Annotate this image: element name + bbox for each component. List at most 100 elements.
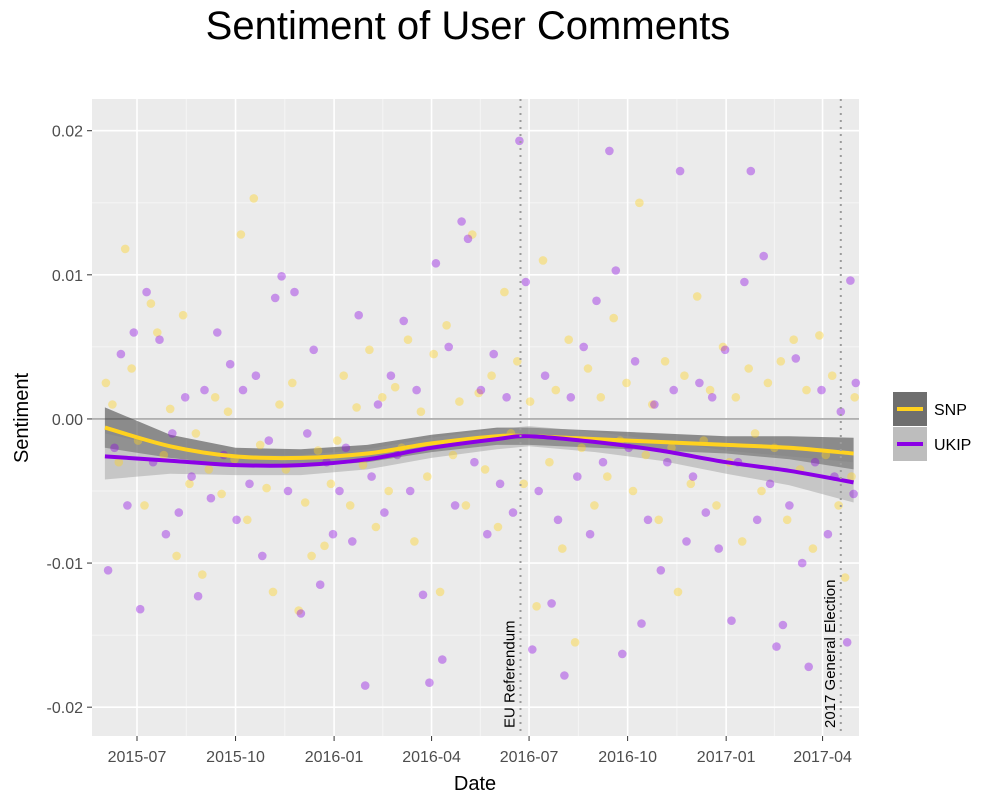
data-point-ukip bbox=[851, 378, 861, 388]
data-point-ukip bbox=[804, 662, 813, 672]
legend-label-ukip: UKIP bbox=[934, 437, 971, 454]
data-point-snp bbox=[500, 287, 509, 297]
data-point-snp bbox=[622, 378, 631, 388]
y-tick-label: -0.02 bbox=[47, 700, 84, 717]
data-point-snp bbox=[423, 472, 432, 481]
data-point-snp bbox=[448, 450, 458, 460]
data-point-snp bbox=[480, 465, 490, 474]
data-point-ukip bbox=[785, 501, 794, 510]
grid-lines bbox=[92, 99, 859, 736]
data-point-ukip bbox=[566, 393, 576, 402]
data-point-snp bbox=[525, 397, 535, 406]
data-point-ukip bbox=[251, 371, 261, 381]
data-point-snp bbox=[493, 522, 503, 532]
data-point-ukip bbox=[643, 515, 653, 525]
data-point-ukip bbox=[399, 316, 409, 326]
data-point-ukip bbox=[669, 385, 678, 395]
data-point-snp bbox=[410, 537, 419, 546]
data-point-ukip bbox=[335, 486, 344, 496]
data-point-ukip bbox=[457, 217, 466, 226]
data-point-ukip bbox=[637, 619, 646, 628]
data-point-snp bbox=[320, 541, 329, 551]
data-point-ukip bbox=[846, 276, 855, 285]
data-point-ukip bbox=[849, 489, 858, 499]
data-point-snp bbox=[153, 328, 162, 337]
data-point-ukip bbox=[187, 472, 196, 481]
data-point-ukip bbox=[663, 457, 672, 467]
data-point-ukip bbox=[752, 515, 762, 525]
data-point-ukip bbox=[495, 479, 505, 489]
data-point-ukip bbox=[418, 590, 428, 600]
data-point-ukip bbox=[618, 649, 627, 659]
smooth-lines bbox=[104, 425, 854, 485]
x-tick-label: 2016-07 bbox=[500, 749, 559, 766]
scatter-points bbox=[101, 136, 861, 690]
data-point-ukip bbox=[328, 529, 338, 539]
data-point-ukip bbox=[489, 349, 499, 359]
data-point-ukip bbox=[264, 436, 274, 445]
data-point-ukip bbox=[290, 287, 299, 297]
data-point-ukip bbox=[386, 371, 396, 381]
data-point-snp bbox=[667, 443, 676, 453]
data-point-ukip bbox=[450, 501, 460, 510]
data-point-snp bbox=[378, 393, 387, 402]
x-tick-label: 2016-04 bbox=[402, 749, 461, 766]
data-point-ukip bbox=[579, 342, 588, 352]
smooth-line-ukip bbox=[104, 434, 854, 485]
data-point-snp bbox=[603, 472, 612, 481]
data-point-snp bbox=[558, 544, 567, 553]
data-point-ukip bbox=[283, 486, 293, 496]
data-point-ukip bbox=[245, 479, 254, 489]
x-tick-label: 2016-10 bbox=[598, 749, 657, 766]
data-point-ukip bbox=[817, 385, 826, 395]
y-tick-label: 0.02 bbox=[52, 124, 83, 141]
data-point-ukip bbox=[842, 638, 852, 647]
x-tick-label: 2015-07 bbox=[108, 749, 167, 766]
data-point-snp bbox=[146, 299, 156, 308]
data-point-ukip bbox=[213, 328, 222, 337]
data-point-ukip bbox=[515, 136, 524, 146]
data-point-snp bbox=[120, 244, 130, 254]
data-point-ukip bbox=[765, 479, 775, 489]
data-point-snp bbox=[596, 393, 606, 402]
data-point-ukip bbox=[585, 529, 595, 539]
chart-title: Sentiment of User Comments bbox=[205, 4, 731, 48]
data-point-snp bbox=[750, 429, 760, 438]
data-point-ukip bbox=[354, 310, 364, 320]
data-point-snp bbox=[545, 457, 554, 467]
data-point-snp bbox=[808, 544, 818, 553]
data-point-ukip bbox=[380, 508, 389, 517]
data-point-ukip bbox=[483, 529, 492, 539]
data-point-snp bbox=[834, 501, 843, 510]
data-point-ukip bbox=[810, 457, 820, 467]
data-point-snp bbox=[313, 446, 323, 455]
data-point-ukip bbox=[360, 681, 370, 690]
data-point-ukip bbox=[315, 580, 325, 589]
data-point-snp bbox=[609, 313, 618, 323]
data-point-ukip bbox=[438, 655, 447, 664]
confidence-band-ukip bbox=[104, 426, 854, 503]
data-point-snp bbox=[108, 400, 117, 409]
data-point-snp bbox=[390, 382, 400, 392]
data-point-snp bbox=[705, 385, 715, 395]
data-point-snp bbox=[648, 400, 657, 409]
y-tick-label: 0.01 bbox=[52, 268, 83, 285]
data-point-snp bbox=[333, 436, 342, 445]
data-point-ukip bbox=[123, 501, 132, 510]
data-point-snp bbox=[249, 194, 259, 203]
data-point-ukip bbox=[463, 234, 473, 244]
data-point-snp bbox=[802, 385, 811, 395]
data-point-snp bbox=[840, 573, 850, 582]
data-point-ukip bbox=[348, 537, 357, 546]
data-point-ukip bbox=[521, 277, 531, 287]
data-point-ukip bbox=[142, 287, 151, 297]
data-point-ukip bbox=[528, 645, 537, 654]
data-point-ukip bbox=[277, 272, 286, 281]
data-point-ukip bbox=[547, 599, 556, 608]
data-point-ukip bbox=[129, 328, 139, 337]
x-tick-label: 2017-04 bbox=[793, 749, 852, 766]
data-point-snp bbox=[172, 551, 181, 561]
data-point-ukip bbox=[688, 472, 698, 481]
data-point-ukip bbox=[791, 354, 801, 363]
